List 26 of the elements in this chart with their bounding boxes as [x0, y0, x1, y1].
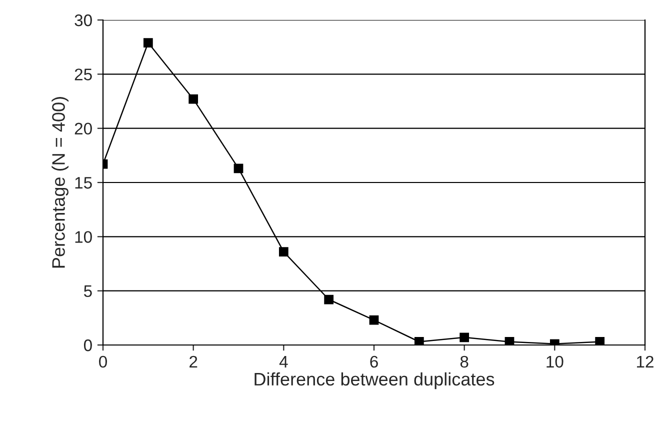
y-tick-label: 20 — [74, 122, 92, 135]
x-tick-label: 12 — [637, 356, 654, 368]
x-tick-label: 6 — [370, 356, 378, 368]
point — [504, 337, 514, 345]
y-tick-label: 25 — [74, 68, 92, 80]
point — [324, 294, 334, 304]
point — [369, 315, 379, 325]
x-tick-label: 2 — [190, 356, 198, 368]
x-tick-label: 0 — [99, 356, 107, 368]
point — [414, 337, 424, 345]
y-tick-label: 10 — [75, 231, 92, 243]
point — [143, 38, 153, 48]
point — [595, 337, 605, 345]
point — [188, 94, 198, 104]
point — [234, 164, 244, 174]
x-axis-title: Difference between duplicates — [254, 372, 494, 390]
point — [278, 247, 288, 257]
x-tick-label: 8 — [460, 356, 468, 368]
y-tick-label: 5 — [84, 285, 92, 298]
x-tick-label: 10 — [546, 356, 564, 368]
x-tick-label: 4 — [279, 356, 288, 368]
point — [460, 332, 470, 342]
y-tick-label: 15 — [75, 177, 92, 189]
y-tick-label: 30 — [74, 14, 92, 26]
y-tick-label: 0 — [84, 339, 92, 352]
y-axis-title: Percentage (N = 400) — [52, 97, 68, 268]
